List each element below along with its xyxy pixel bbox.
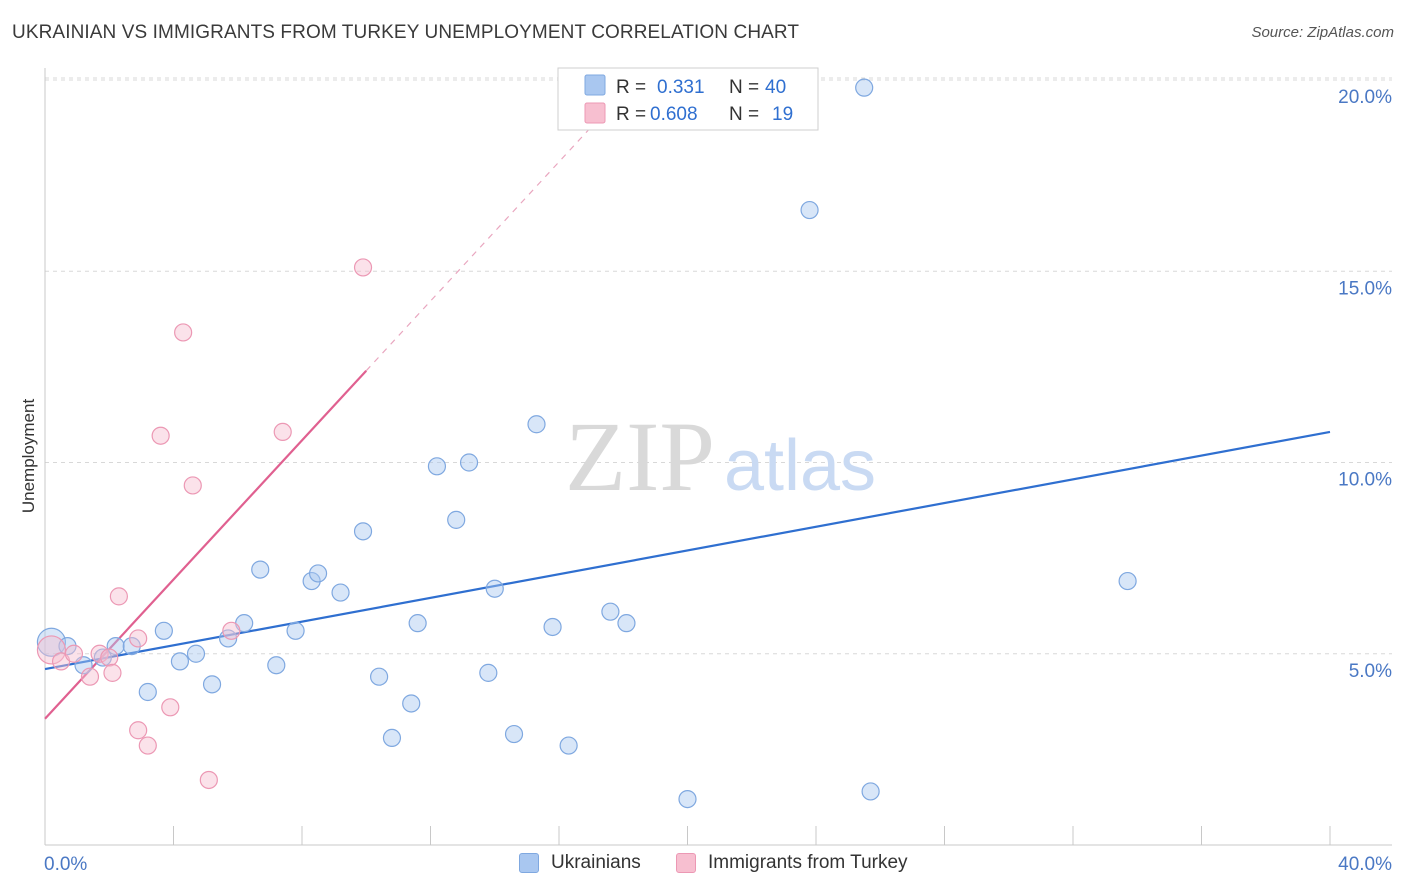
legend-label-ukrainians: Ukrainians: [551, 852, 641, 873]
point-ukrainians-17: [308, 564, 328, 583]
point-ukrainians-24: [427, 457, 447, 476]
point-ukrainians-19: [353, 522, 373, 541]
point-turkey-14: [183, 476, 202, 495]
axes: [44, 68, 1392, 846]
point-turkey-17: [273, 422, 292, 441]
point-ukrainians-28: [485, 579, 504, 598]
legend-swatch-pink: [676, 853, 696, 873]
legend-n-value-turkey: 19: [772, 104, 793, 125]
source-label: Source: ZipAtlas.com: [1251, 24, 1394, 41]
chart-title: UKRAINIAN VS IMMIGRANTS FROM TURKEY UNEM…: [12, 22, 800, 43]
point-turkey-6: [109, 587, 128, 606]
watermark: ZIP atlas: [565, 401, 876, 512]
point-ukrainians-6: [138, 682, 157, 702]
point-ukrainians-4: [106, 636, 125, 656]
point-turkey-18: [353, 258, 373, 277]
point-turkey-15: [199, 770, 218, 790]
point-ukrainians-35: [678, 789, 697, 809]
legend-item-ukrainians: Ukrainians: [519, 852, 641, 874]
point-ukrainians-22: [402, 694, 421, 713]
y-axis-label: Unemployment: [19, 399, 38, 514]
point-ukrainians-14: [267, 656, 286, 675]
x-tick-label-end: 40.0%: [1338, 854, 1392, 875]
watermark-atlas: atlas: [724, 426, 876, 506]
point-turkey-13: [174, 323, 193, 342]
legend-r-label-turkey: R =: [616, 104, 646, 125]
point-ukrainians-25: [447, 510, 466, 529]
point-ukrainians-15: [286, 621, 305, 640]
point-ukrainians-9: [186, 644, 206, 663]
legend-r-value-ukrainians: 0.331: [657, 77, 705, 98]
point-ukrainians-23: [408, 614, 427, 633]
point-ukrainians-36: [800, 200, 819, 220]
point-ukrainians-20: [370, 667, 389, 686]
y-tick-label-5: 5.0%: [1349, 661, 1392, 682]
point-turkey-7: [129, 629, 148, 648]
y-tick-label-20: 20.0%: [1338, 87, 1392, 108]
legend-r-label-ukrainians: R =: [616, 77, 646, 98]
trend-line-0: [44, 430, 1331, 671]
point-ukrainians-13: [251, 560, 270, 579]
point-turkey-11: [151, 426, 170, 445]
legend-n-value-ukrainians: 40: [765, 77, 786, 98]
point-ukrainians-30: [527, 415, 546, 434]
point-turkey-4: [90, 644, 109, 663]
gridlines: [45, 77, 1392, 655]
point-turkey-12: [161, 698, 180, 717]
trend-extension-1: [365, 91, 624, 372]
legend-swatch-ukrainians: [584, 74, 606, 96]
legend-swatch-blue: [519, 853, 539, 873]
legend-n-label-turkey: N =: [729, 104, 759, 125]
point-ukrainians-21: [382, 728, 402, 748]
point-ukrainians-7: [154, 621, 173, 640]
point-turkey-16: [222, 621, 241, 640]
x-tick-label-start: 0.0%: [44, 854, 87, 875]
legend-item-turkey: Immigrants from Turkey: [676, 852, 908, 874]
point-ukrainians-29: [504, 724, 524, 744]
watermark-zip: ZIP: [565, 401, 715, 512]
legend-swatch-turkey: [584, 102, 606, 124]
tick-labels: 5.0% 10.0% 15.0% 20.0% 0.0% 40.0%: [44, 87, 1392, 875]
point-ukrainians-18: [331, 583, 350, 602]
point-ukrainians-39: [1118, 571, 1137, 591]
series-legend: Ukrainians Immigrants from Turkey: [0, 852, 1406, 878]
legend-label-turkey: Immigrants from Turkey: [708, 852, 908, 873]
point-ukrainians-38: [861, 782, 880, 801]
point-ukrainians-27: [479, 663, 498, 682]
y-tick-label-10: 10.0%: [1338, 470, 1392, 491]
trend-line-1: [44, 369, 368, 720]
y-tick-label-15: 15.0%: [1338, 278, 1392, 299]
point-turkey-8: [103, 663, 122, 682]
stats-legend: R = 0.331 N = 40 R = 0.608 N = 19: [557, 67, 819, 131]
point-ukrainians-33: [601, 602, 620, 621]
point-turkey-5: [100, 648, 119, 667]
point-ukrainians-8: [170, 652, 190, 671]
point-ukrainians-32: [559, 736, 578, 755]
points: [36, 78, 1137, 809]
point-turkey-3: [80, 667, 100, 686]
point-turkey-9: [129, 721, 148, 740]
legend-n-label-ukrainians: N =: [729, 77, 759, 98]
point-ukrainians-31: [543, 617, 562, 637]
trend-lines: [44, 91, 1331, 720]
point-ukrainians-0: [36, 627, 67, 657]
legend-r-value-turkey: 0.608: [650, 104, 698, 125]
point-ukrainians-26: [459, 453, 479, 472]
point-turkey-0: [36, 635, 67, 665]
point-ukrainians-37: [855, 78, 874, 97]
point-turkey-2: [64, 644, 84, 663]
point-ukrainians-34: [617, 614, 636, 633]
point-ukrainians-10: [202, 675, 222, 694]
point-turkey-10: [138, 736, 157, 755]
